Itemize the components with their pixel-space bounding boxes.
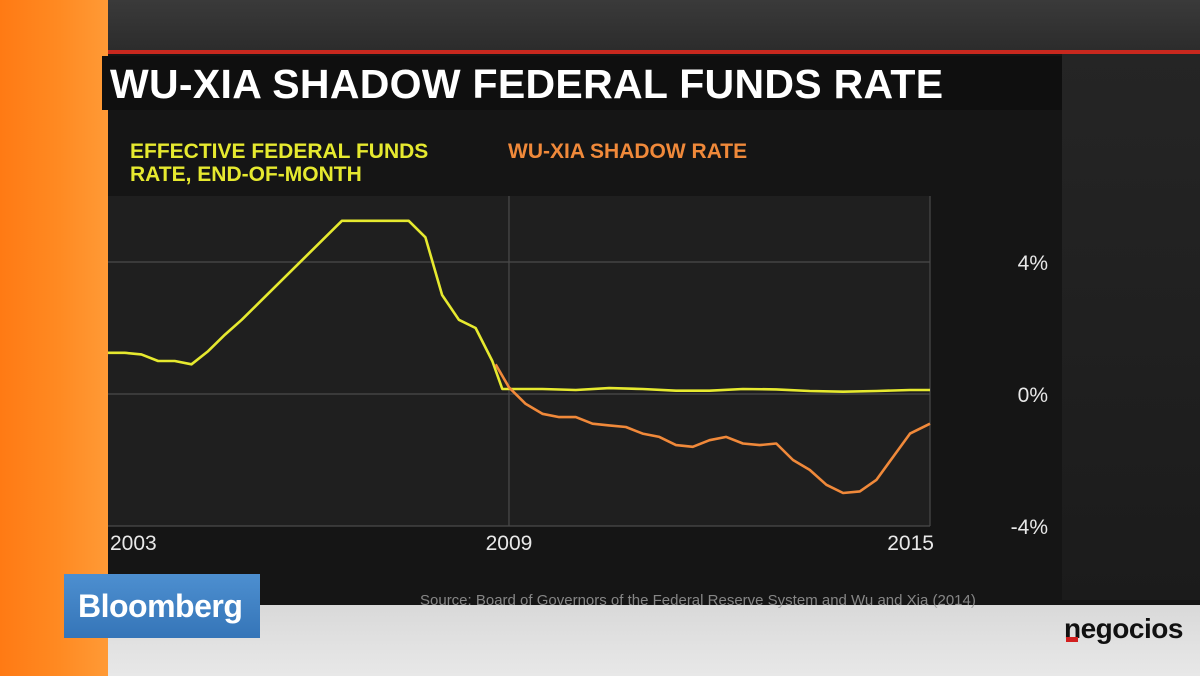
source-note: Source: Board of Governors of the Federa…: [420, 592, 976, 609]
legend-shadow-rate: WU-XIA SHADOW RATE: [508, 140, 748, 163]
negocios-logo-mark: [1066, 637, 1078, 642]
red-rule: [108, 50, 1200, 54]
chart-title: WU-XIA SHADOW FEDERAL FUNDS RATE: [110, 61, 944, 107]
plot-area: [108, 196, 930, 526]
shadow-rate-series-line: [494, 363, 931, 495]
chart-svg: 4% 0% -4% 2003 2009 2015: [108, 196, 1048, 555]
legend-ffr: EFFECTIVE FEDERAL FUNDS RATE, END-OF-MON…: [130, 140, 429, 186]
bottom-band: [108, 605, 1200, 676]
title-bar: [102, 56, 1062, 110]
ffr-series-line: [108, 219, 930, 393]
y-tick-label: -4%: [1011, 516, 1048, 539]
bloomberg-logo: Bloomberg: [64, 574, 260, 638]
right-background: [1062, 0, 1200, 600]
x-tick-label: 2009: [486, 532, 533, 555]
x-tick-label: 2003: [110, 532, 157, 555]
side-accent-strip: [0, 0, 108, 676]
y-tick-label: 0%: [1018, 384, 1048, 407]
top-band: [108, 0, 1200, 50]
negocios-logo: negocios: [1064, 613, 1183, 644]
x-tick-label: 2015: [887, 532, 934, 555]
y-tick-label: 4%: [1018, 252, 1048, 275]
